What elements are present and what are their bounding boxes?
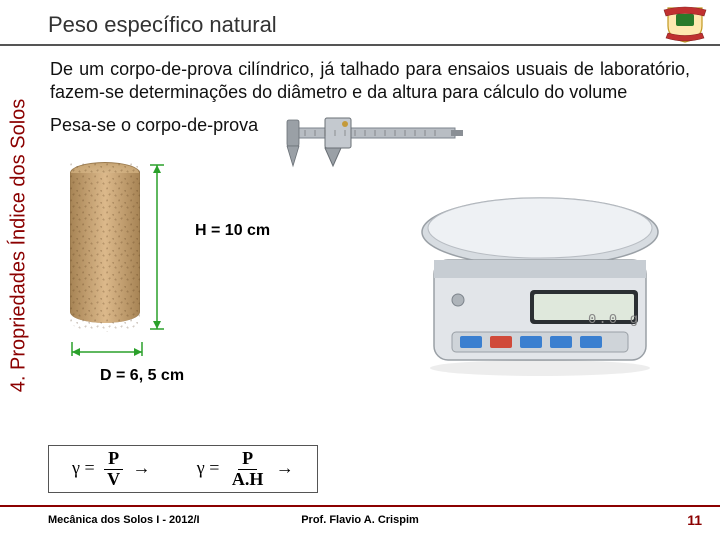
formula-box: γ = P V → γ = P A.H → — [48, 445, 318, 493]
title-underline — [0, 44, 720, 46]
sidebar-tab: 4. Propriedades Índice dos Solos — [0, 50, 38, 440]
balance-display: 0.0 g — [588, 312, 640, 328]
cylinder-texture — [70, 162, 140, 332]
caliper-icon — [275, 110, 465, 168]
formula-1: γ = P V → — [72, 449, 151, 490]
paragraph-intro: De um corpo-de-prova cilíndrico, já talh… — [50, 58, 690, 103]
institution-logo — [662, 4, 708, 44]
chapter-label: 4. Propriedades Índice dos Solos — [8, 98, 31, 392]
footer-author: Prof. Flavio A. Crispim — [0, 514, 720, 526]
soil-cylinder — [70, 162, 140, 332]
fraction-p-v: P V — [103, 449, 124, 490]
slide: 4. Propriedades Índice dos Solos Peso es… — [0, 0, 720, 540]
page-number: 11 — [687, 512, 702, 528]
diagram-area: H = 10 cm D = 6, 5 cm — [50, 142, 690, 422]
page-title: Peso específico natural — [48, 12, 277, 38]
cylinder-body — [70, 173, 140, 323]
diameter-label: D = 6, 5 cm — [100, 367, 184, 385]
formula-2: γ = P A.H → — [197, 449, 294, 490]
height-dimension — [150, 162, 170, 332]
fraction-p-ah: P A.H — [228, 449, 268, 490]
balance-reading: 0.0 — [588, 312, 630, 328]
balance-icon — [400, 182, 680, 382]
content-area: De um corpo-de-prova cilíndrico, já talh… — [50, 58, 690, 422]
height-label: H = 10 cm — [195, 222, 270, 240]
footer-divider — [0, 505, 720, 507]
balance-unit: g — [630, 312, 640, 328]
